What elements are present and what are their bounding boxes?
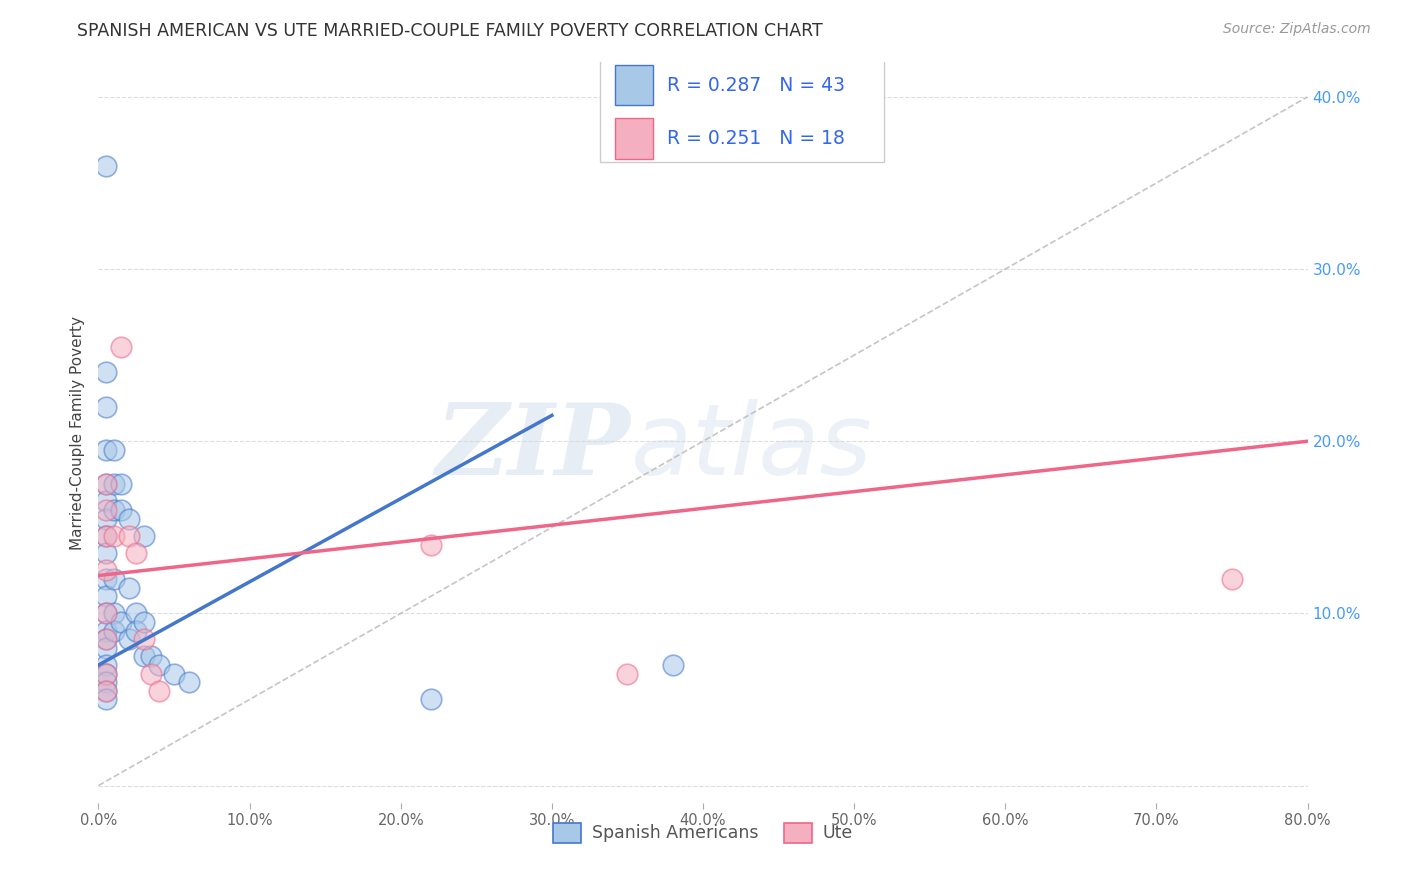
Point xyxy=(103,477,125,491)
Text: SPANISH AMERICAN VS UTE MARRIED-COUPLE FAMILY POVERTY CORRELATION CHART: SPANISH AMERICAN VS UTE MARRIED-COUPLE F… xyxy=(77,22,823,40)
Point xyxy=(661,658,683,673)
Point xyxy=(110,339,132,353)
Point xyxy=(420,692,443,706)
Point xyxy=(616,666,638,681)
Legend: Spanish Americans, Ute: Spanish Americans, Ute xyxy=(547,815,859,850)
Point xyxy=(94,477,117,491)
Text: Source: ZipAtlas.com: Source: ZipAtlas.com xyxy=(1223,22,1371,37)
Point xyxy=(94,159,117,173)
Point xyxy=(94,640,117,655)
Point xyxy=(94,684,117,698)
Point xyxy=(132,632,155,647)
Point xyxy=(103,607,125,621)
FancyBboxPatch shape xyxy=(614,119,654,159)
Point xyxy=(94,572,117,586)
Point xyxy=(141,649,163,664)
Point xyxy=(148,684,170,698)
Point xyxy=(103,503,125,517)
Point xyxy=(94,477,117,491)
Point xyxy=(179,675,201,690)
Point xyxy=(103,442,125,457)
Point xyxy=(94,529,117,543)
FancyBboxPatch shape xyxy=(600,55,884,162)
Point xyxy=(94,666,117,681)
FancyBboxPatch shape xyxy=(614,65,654,105)
Point xyxy=(118,512,141,526)
Text: atlas: atlas xyxy=(630,399,872,496)
Point xyxy=(94,632,117,647)
Point xyxy=(148,658,170,673)
Point xyxy=(94,692,117,706)
Point xyxy=(125,607,148,621)
Point xyxy=(94,607,117,621)
Point xyxy=(110,615,132,629)
Text: R = 0.287   N = 43: R = 0.287 N = 43 xyxy=(666,76,845,95)
Point xyxy=(94,494,117,508)
Text: R = 0.251   N = 18: R = 0.251 N = 18 xyxy=(666,129,845,148)
Point xyxy=(141,666,163,681)
Point xyxy=(94,589,117,603)
Point xyxy=(125,624,148,638)
Y-axis label: Married-Couple Family Poverty: Married-Couple Family Poverty xyxy=(70,316,86,549)
Point xyxy=(94,607,117,621)
Point xyxy=(94,442,117,457)
Point xyxy=(163,666,186,681)
Point xyxy=(94,675,117,690)
Point xyxy=(94,512,117,526)
Point xyxy=(132,529,155,543)
Point xyxy=(103,624,125,638)
Point xyxy=(118,529,141,543)
Point xyxy=(118,581,141,595)
Point xyxy=(132,649,155,664)
Point xyxy=(94,624,117,638)
Point xyxy=(94,563,117,577)
Point xyxy=(118,632,141,647)
Point xyxy=(110,477,132,491)
Point xyxy=(94,658,117,673)
Point xyxy=(132,615,155,629)
Point xyxy=(94,365,117,379)
Point xyxy=(94,529,117,543)
Point xyxy=(94,546,117,560)
Point xyxy=(420,537,443,551)
Point xyxy=(94,684,117,698)
Point xyxy=(94,666,117,681)
Point xyxy=(94,503,117,517)
Point xyxy=(110,503,132,517)
Point xyxy=(94,632,117,647)
Point xyxy=(1220,572,1243,586)
Point xyxy=(94,400,117,414)
Point xyxy=(103,529,125,543)
Point xyxy=(125,546,148,560)
Text: ZIP: ZIP xyxy=(436,400,630,496)
Point xyxy=(103,572,125,586)
